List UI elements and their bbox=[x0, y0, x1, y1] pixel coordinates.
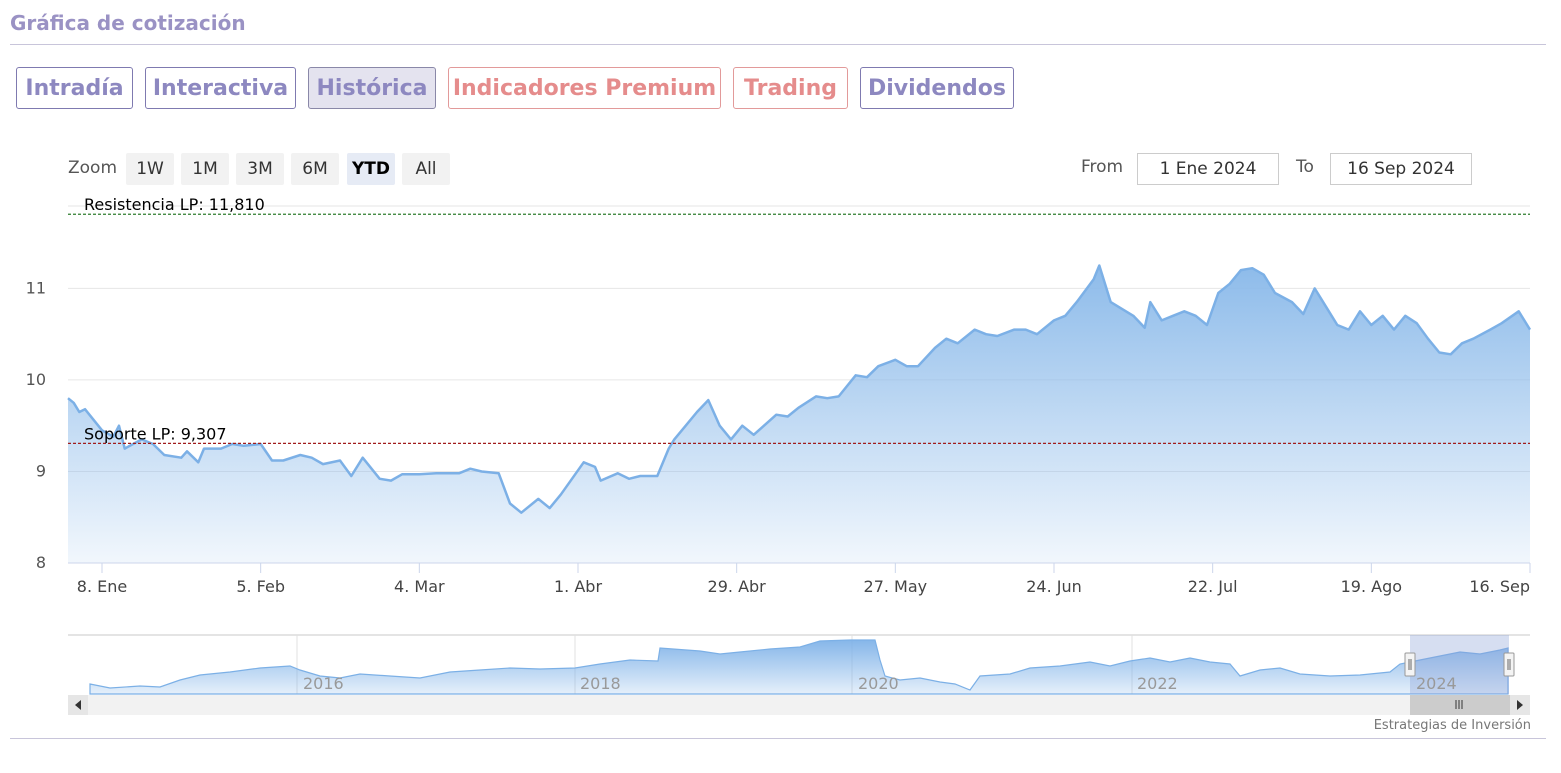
tab-trading[interactable]: Trading bbox=[733, 67, 848, 109]
x-tick-label: 1. Abr bbox=[554, 577, 602, 596]
navigator-selection[interactable] bbox=[1410, 635, 1509, 694]
y-tick-label: 11 bbox=[26, 278, 46, 297]
tab-intradia[interactable]: Intradía bbox=[16, 67, 133, 109]
x-tick-label: 19. Ago bbox=[1341, 577, 1402, 596]
to-date-input[interactable]: 16 Sep 2024 bbox=[1330, 153, 1472, 185]
navigator-year-label: 2022 bbox=[1137, 674, 1178, 693]
from-date-input[interactable]: 1 Ene 2024 bbox=[1137, 153, 1279, 185]
to-label: To bbox=[1296, 157, 1314, 177]
tab-dividendos[interactable]: Dividendos bbox=[860, 67, 1014, 109]
y-tick-label: 10 bbox=[26, 370, 46, 389]
y-tick-label: 8 bbox=[36, 553, 46, 572]
navigator-area bbox=[89, 639, 1509, 695]
x-tick-label: 22. Jul bbox=[1188, 577, 1238, 596]
navigator-year-label: 2018 bbox=[580, 674, 621, 693]
zoom-all-button[interactable]: All bbox=[402, 153, 450, 185]
navigator[interactable]: 2016 2018 2020 2022 2024 bbox=[0, 630, 1561, 720]
x-tick-label: 24. Jun bbox=[1026, 577, 1082, 596]
x-tick-label: 27. May bbox=[864, 577, 928, 596]
x-tick-label: 4. Mar bbox=[394, 577, 445, 596]
chevron-left-icon bbox=[75, 700, 81, 710]
zoom-ytd-button[interactable]: YTD bbox=[347, 153, 395, 185]
zoom-1w-button[interactable]: 1W bbox=[126, 153, 174, 185]
resistance-line-label: Resistencia LP: 11,810 bbox=[84, 195, 265, 214]
from-label: From bbox=[1081, 157, 1124, 177]
tab-historica[interactable]: Histórica bbox=[308, 67, 436, 109]
scrollbar-track[interactable] bbox=[68, 695, 1530, 715]
x-tick-label: 16. Sep bbox=[1469, 577, 1530, 596]
bottom-divider bbox=[10, 738, 1546, 739]
navigator-left-handle[interactable] bbox=[1404, 652, 1416, 677]
x-tick-label: 29. Abr bbox=[708, 577, 767, 596]
zoom-6m-button[interactable]: 6M bbox=[291, 153, 339, 185]
x-tick-label: 5. Feb bbox=[236, 577, 285, 596]
price-area bbox=[68, 265, 1530, 563]
scrollbar-thumb[interactable] bbox=[1410, 695, 1510, 715]
tab-indicadores-premium[interactable]: Indicadores Premium bbox=[448, 67, 721, 109]
navigator-year-label: 2024 bbox=[1416, 674, 1457, 693]
y-tick-label: 9 bbox=[36, 461, 46, 480]
chart-credit[interactable]: Estrategias de Inversión bbox=[1373, 718, 1531, 733]
navigator-year-label: 2016 bbox=[303, 674, 344, 693]
chevron-right-icon bbox=[1517, 700, 1523, 710]
navigator-year-label: 2020 bbox=[858, 674, 899, 693]
support-line-label: Soporte LP: 9,307 bbox=[84, 424, 227, 443]
title-divider bbox=[10, 44, 1546, 45]
zoom-1m-button[interactable]: 1M bbox=[181, 153, 229, 185]
x-tick-label: 8. Ene bbox=[77, 577, 127, 596]
tab-interactiva[interactable]: Interactiva bbox=[145, 67, 296, 109]
zoom-label: Zoom bbox=[68, 158, 118, 178]
zoom-3m-button[interactable]: 3M bbox=[236, 153, 284, 185]
navigator-right-handle[interactable] bbox=[1503, 652, 1515, 677]
price-line bbox=[67, 264, 1532, 514]
page-title: Gráfica de cotización bbox=[10, 11, 246, 35]
